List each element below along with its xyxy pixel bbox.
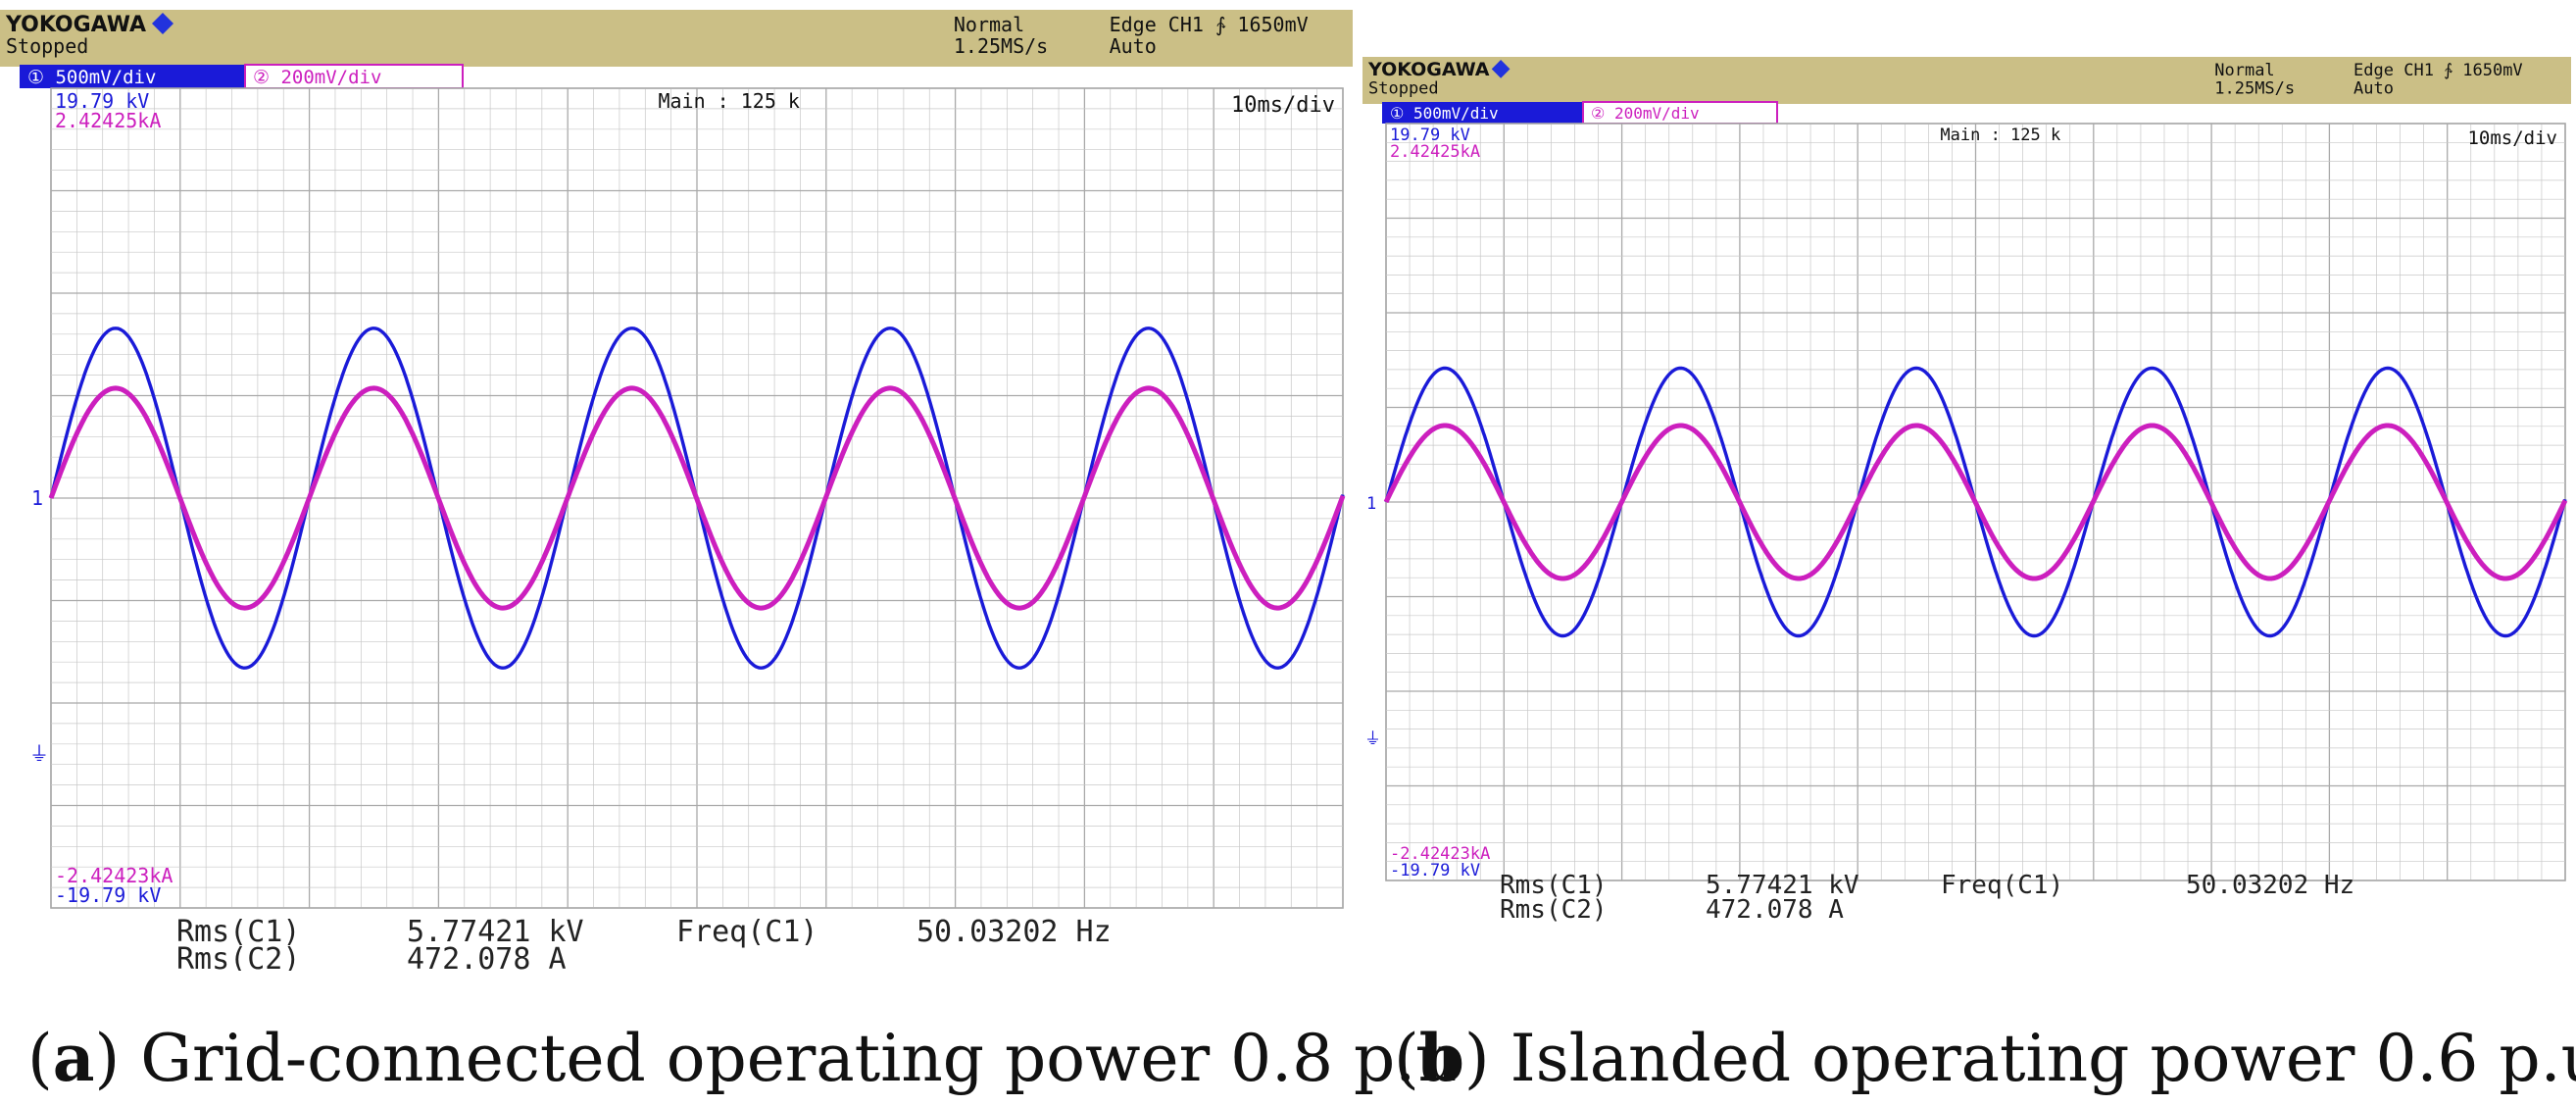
caption-text: Islanded operating power 0.6 p.u — [1510, 1021, 2576, 1096]
ch1-ground-marker-icon: 1 — [31, 486, 43, 510]
trigger-mode: Auto — [1110, 34, 1157, 58]
meas-label: Rms(C1) — [176, 915, 300, 949]
main-record-label: Main : 125 k — [1940, 126, 2060, 145]
meas-label: Rms(C1) — [1500, 871, 1608, 900]
oscilloscope-panel-a: YOKOGAWA Stopped Normal 1.25MS/s Edge CH1 ∱ … — [0, 10, 1353, 971]
timebase-label: 10ms/div — [2467, 127, 2557, 149]
ch1-scale: ① 500mV/div — [27, 67, 156, 88]
ch1-ground-marker-icon: 1 — [1366, 494, 1376, 514]
ch1-top-readout: 19.79 kV — [1390, 126, 1470, 145]
brand-logo: YOKOGAWA — [1367, 59, 1490, 80]
ch2-scale: ② 200mV/div — [1591, 104, 1700, 123]
trigger-level-marker-icon: ⏚ — [1364, 729, 1381, 749]
header-bar — [0, 10, 1353, 67]
sample-rate: 1.25MS/s — [954, 34, 1048, 58]
ch1-bottom-readout: -19.79 kV — [55, 883, 161, 907]
trigger-level-marker-icon: ⏚ — [29, 742, 49, 766]
meas-value: 472.078 A — [1706, 895, 1844, 925]
header-bar — [1362, 57, 2571, 104]
series-c2-line — [1383, 423, 2568, 581]
acq-mode: Normal — [954, 13, 1024, 36]
ch2-top-readout: 2.42425kA — [1390, 142, 1480, 162]
ch1-scale-box — [20, 65, 245, 88]
trigger-setting: Edge CH1 ∱ 1650mV — [1110, 13, 1309, 36]
ch2-bottom-readout: -2.42423kA — [55, 864, 173, 887]
status-text: Stopped — [1368, 78, 1439, 98]
brand-diamond-icon — [152, 13, 173, 34]
meas-value: 50.03202 Hz — [2186, 871, 2354, 900]
trigger-setting: Edge CH1 ∱ 1650mV — [2353, 61, 2523, 80]
ch1-top-readout: 19.79 kV — [55, 89, 149, 113]
meas-label: Rms(C2) — [176, 942, 300, 971]
trigger-mode: Auto — [2353, 78, 2394, 98]
ch2-top-readout: 2.42425kA — [55, 109, 161, 132]
ch1-scale: ① 500mV/div — [1390, 104, 1499, 123]
oscilloscope-panel-b: YOKOGAWA Stopped Normal 1.25MS/s Edge CH1 ∱ … — [1362, 57, 2571, 944]
caption-text: Grid-connected operating power 0.8 p.u — [140, 1021, 1458, 1096]
sample-rate: 1.25MS/s — [2214, 78, 2295, 98]
ch1-bottom-readout: -19.79 kV — [1390, 861, 1480, 880]
meas-value: 50.03202 Hz — [916, 915, 1112, 949]
meas-label: Freq(C1) — [676, 915, 818, 949]
series-c2-line — [48, 385, 1346, 611]
caption-letter: b — [1418, 1020, 1464, 1096]
status-text: Stopped — [6, 34, 88, 58]
timebase-label: 10ms/div — [1231, 93, 1335, 118]
ch2-scale-box — [244, 64, 464, 89]
meas-label: Freq(C1) — [1941, 871, 2063, 900]
meas-value: 5.77421 kV — [407, 915, 584, 949]
ch1-scale-box — [1382, 102, 1583, 124]
ch2-bottom-readout: -2.42423kA — [1390, 844, 1490, 864]
meas-value: 472.078 A — [407, 942, 567, 971]
meas-label: Rms(C2) — [1500, 895, 1608, 925]
meas-value: 5.77421 kV — [1706, 871, 1859, 900]
caption-letter: a — [52, 1020, 95, 1096]
acq-mode: Normal — [2214, 61, 2274, 80]
caption-a: (a) Grid-connected operating power 0.8 p… — [27, 1020, 1458, 1096]
ch2-scale: ② 200mV/div — [253, 67, 381, 88]
main-record-label: Main : 125 k — [658, 89, 800, 113]
brand-logo: YOKOGAWA — [5, 13, 146, 37]
brand-diamond-icon — [1491, 60, 1511, 78]
caption-b: (b) Islanded operating power 0.6 p.u — [1394, 1020, 2576, 1096]
